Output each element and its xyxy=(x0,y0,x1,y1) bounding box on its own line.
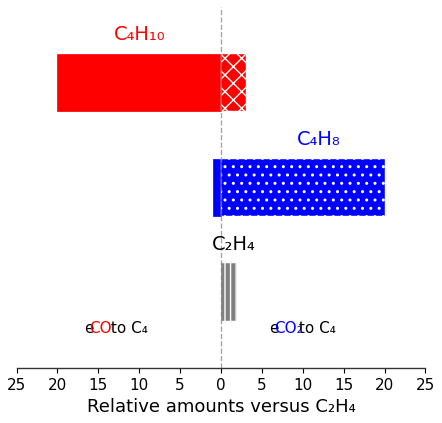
X-axis label: Relative amounts versus C₂H₄: Relative amounts versus C₂H₄ xyxy=(87,398,355,416)
Bar xyxy=(221,264,237,321)
Bar xyxy=(221,54,246,111)
Bar xyxy=(57,54,221,111)
Bar xyxy=(221,159,385,216)
Text: C₄H₈: C₄H₈ xyxy=(297,130,341,149)
Text: C₄H₁₀: C₄H₁₀ xyxy=(114,25,165,44)
Text: to C₄: to C₄ xyxy=(294,321,336,336)
Text: CO: CO xyxy=(89,321,111,336)
Text: to C₄: to C₄ xyxy=(106,321,148,336)
Text: e: e xyxy=(84,321,93,336)
Text: e: e xyxy=(270,321,279,336)
Bar xyxy=(213,159,221,216)
Text: CO₂: CO₂ xyxy=(274,321,302,336)
Text: C₂H₄: C₂H₄ xyxy=(211,235,255,254)
